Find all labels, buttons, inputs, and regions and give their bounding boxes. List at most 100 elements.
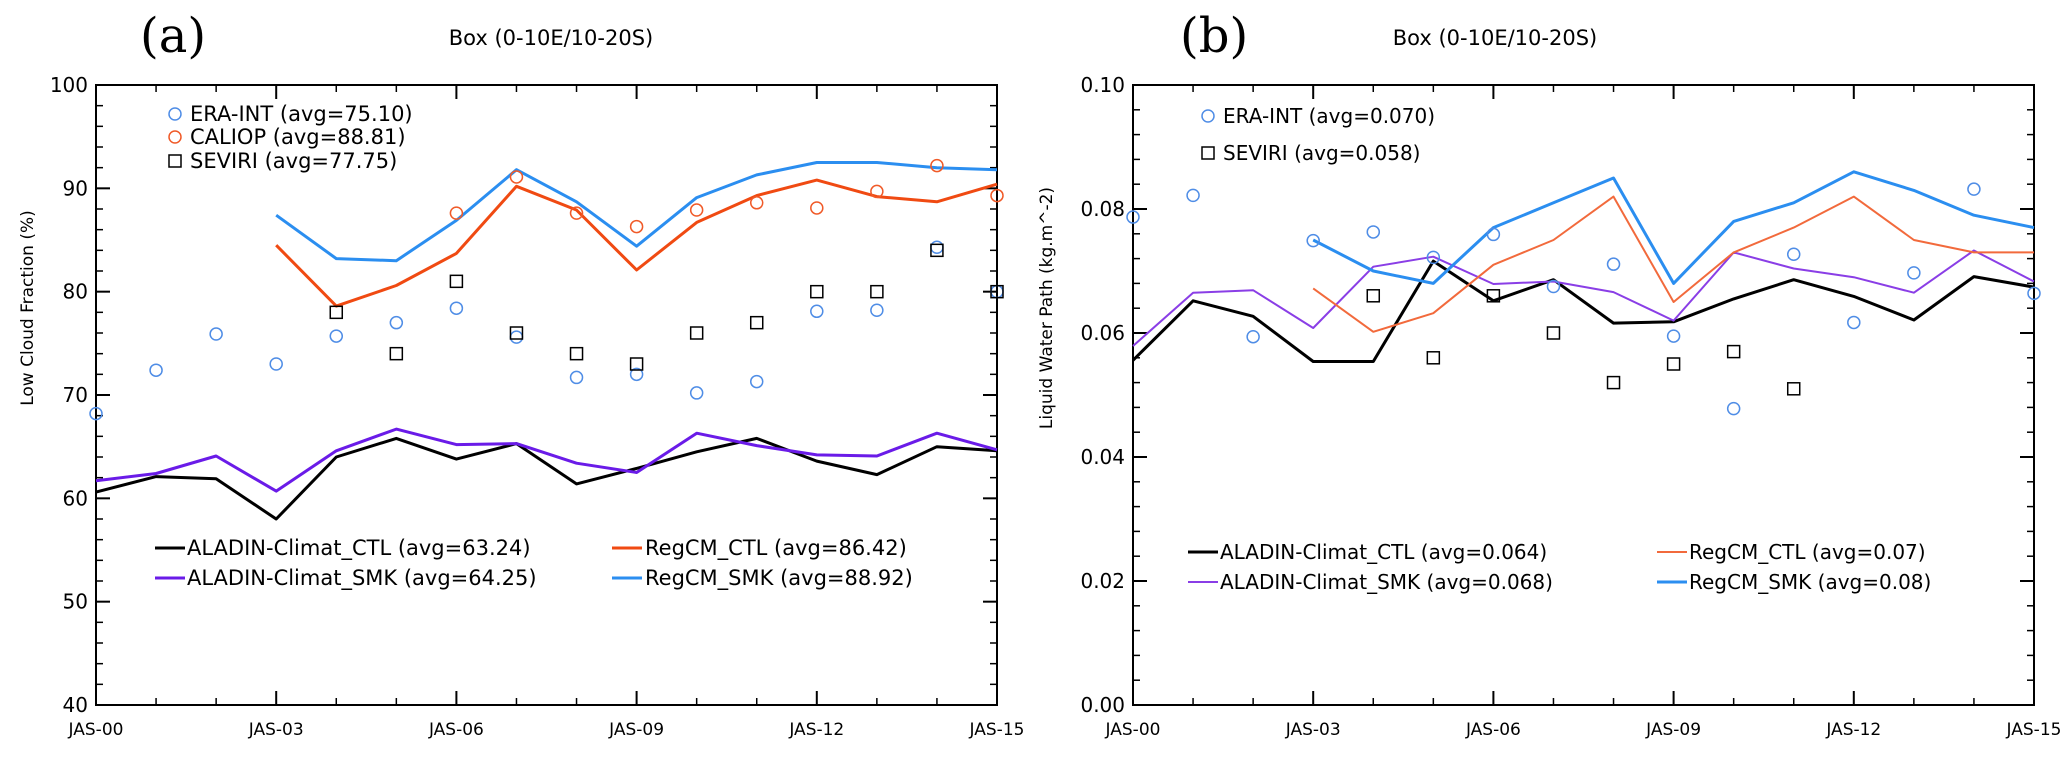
data-point-seviri-b [1366,289,1381,303]
series-line-regcm-ctl-b [1312,195,2034,333]
data-point-seviri-a [990,284,1004,299]
data-point-era-int-b [1606,257,1621,271]
x-tick-label-b: JAS-03 [1285,720,1341,740]
data-point-era-int-b [1546,279,1561,294]
legend-marker-era-int-b [1201,109,1215,123]
panel-label-a: (a) [140,8,206,64]
series-line-aladin-climat-ctl-b [1131,259,2035,363]
x-tick-label-a: JAS-15 [969,720,1025,740]
data-point-era-int-b [1847,315,1861,330]
x-tick-label-b: JAS-09 [1645,720,1701,740]
y-tick-label-b: 0.10 [1080,73,1125,97]
series-line-aladin-climat-ctl-a [95,436,998,521]
legend-label-aladin-smk-b: ALADIN-Climat_SMK (avg=0.068) [1220,570,1553,594]
data-point-era-int-a [389,315,404,330]
data-point-seviri-b [1606,375,1621,390]
x-tick-label-b: JAS-00 [1105,720,1161,740]
data-point-era-int-a [689,386,704,400]
data-point-caliop-a [689,203,704,217]
y-tick-label-a: 80 [63,280,88,304]
axes-b: 0.00 0.02 0.04 0.06 0.08 0.10 JAS-00 JAS-03 JAS-… [1080,73,2061,740]
legend-label-aladin-smk-a: ALADIN-Climat_SMK (avg=64.25) [187,566,537,591]
data-point-era-int-b [1786,247,1801,262]
data-point-seviri-a [930,243,944,258]
data-point-seviri-a [810,284,824,299]
data-point-era-int-b [1126,210,1140,224]
data-point-seviri-b [1426,351,1441,365]
data-point-era-int-b [1726,401,1741,416]
panel-b: (b) Box (0-10E/10-20S) Liquid Water Path… [1037,8,2061,740]
x-tick-label-a: JAS-03 [248,720,304,740]
data-point-era-int-a [209,327,223,341]
data-point-caliop-a [810,201,824,215]
y-tick-label-a: 50 [63,590,88,614]
legend-top-a: ERA-INT (avg=75.10) CALIOP (avg=88.81) S… [168,102,413,173]
x-tick-label-b: JAS-12 [1825,720,1881,740]
series-markers-b [1126,182,2041,416]
legend-label-caliop-a: CALIOP (avg=88.81) [190,125,406,149]
y-tick-label-a: 60 [63,486,88,510]
x-tick-label-b: JAS-15 [2006,720,2062,740]
panel-label-b: (b) [1180,8,1248,64]
data-point-seviri-b [1666,357,1681,371]
data-point-era-int-b [1967,182,1981,196]
x-tick-label-a: JAS-00 [68,720,124,740]
data-point-seviri-a [509,326,524,340]
data-point-seviri-b [1486,289,1501,303]
data-point-caliop-a [749,196,764,210]
legend-bottom-b: ALADIN-Climat_CTL (avg=0.064) ALADIN-Cli… [1188,540,1931,594]
chart-title-b: Box (0-10E/10-20S) [1393,26,1597,50]
data-point-era-int-a [329,329,344,343]
y-tick-label-b: 0.02 [1080,569,1125,593]
x-tick-label-a: JAS-12 [788,720,844,740]
series-lines-a [95,161,998,521]
legend-marker-seviri-a [168,154,182,168]
legend-label-regcm-smk-a: RegCM_SMK (avg=88.92) [645,566,913,591]
data-point-seviri-a [329,305,344,320]
data-point-seviri-b [1546,326,1561,340]
legend-label-aladin-ctl-b: ALADIN-Climat_CTL (avg=0.064) [1220,540,1547,564]
y-axis-label-b: Liquid Water Path (kg.m^-2) [1037,187,1057,429]
y-tick-label-b: 0.00 [1080,693,1125,717]
plot-frame-a [95,84,998,706]
data-point-era-int-a [629,367,644,382]
data-point-seviri-a [749,315,764,330]
legend-top-b: ERA-INT (avg=0.070) SEVIRI (avg=0.058) [1201,104,1435,165]
data-point-caliop-a [569,206,584,220]
data-point-seviri-a [449,274,464,289]
legend-label-regcm-ctl-b: RegCM_CTL (avg=0.07) [1689,540,1926,564]
legend-marker-era-int-a [168,107,182,121]
data-point-era-int-a [269,357,283,371]
data-point-era-int-b [1246,329,1260,344]
series-lines-b [1131,170,2035,363]
legend-label-seviri-b: SEVIRI (avg=0.058) [1223,141,1420,165]
data-point-era-int-a [870,303,884,318]
data-point-era-int-a [449,301,464,315]
data-point-era-int-a [810,304,824,319]
panel-a: (a) Box (0-10E/10-20S) Low Cloud Fractio… [18,8,1024,740]
data-point-era-int-b [1666,329,1681,343]
data-point-caliop-a [449,206,464,220]
y-tick-label-a: 90 [63,176,88,200]
chart-title-a: Box (0-10E/10-20S) [449,26,653,50]
data-point-seviri-b [1786,382,1801,396]
data-point-era-int-b [1186,188,1200,203]
legend-marker-seviri-b [1201,146,1215,160]
y-tick-label-a: 70 [63,383,88,407]
y-tick-label-a: 100 [50,73,88,97]
data-point-era-int-a [930,240,944,254]
data-point-era-int-a [149,363,163,377]
series-line-aladin-climat-smk-a [95,427,998,493]
axes-a: 40 50 60 70 80 90 100 JAS-00 JAS-03 JAS-06 JAS-09 J… [50,73,1025,740]
data-point-caliop-a [629,219,644,234]
series-line-regcm-ctl-a [275,178,998,308]
series-line-regcm-smk-a [275,161,998,263]
y-tick-label-b: 0.06 [1080,321,1125,345]
data-point-era-int-a [89,406,103,421]
data-point-era-int-b [1486,227,1501,242]
data-point-era-int-a [569,370,584,385]
data-point-seviri-a [870,284,884,299]
x-tick-label-b: JAS-06 [1465,720,1521,740]
data-point-era-int-b [1426,250,1441,265]
y-axis-label-a: Low Cloud Fraction (%) [18,210,38,406]
